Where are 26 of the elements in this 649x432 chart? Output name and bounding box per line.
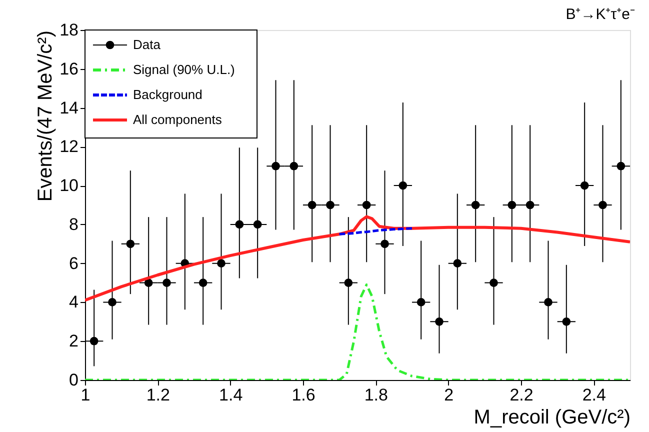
x-tick-label: 1.8 [364,386,388,404]
x-tick-label: 2.2 [510,386,534,404]
legend-label: Background [133,87,202,102]
y-axis-title: Events/(47 MeV/c²) [34,30,57,202]
y-tick-label: 4 [69,292,78,312]
y-tick-label: 16 [60,59,78,78]
legend-label: Data [133,37,162,52]
chart-title: B⁺→K⁺τ⁺e⁻ [566,6,635,23]
y-tick-label: 10 [60,176,78,196]
legend-label: Signal (90% U.L.) [133,62,235,77]
y-tick-label: 18 [60,20,78,40]
y-tick-label: 0 [69,370,78,390]
y-tick-label: 2 [69,332,78,351]
x-tick-label: 2 [444,386,454,404]
x-tick-label: 1.2 [146,386,170,404]
y-tick-label: 6 [69,254,78,273]
x-axis-title: M_recoil (GeV/c²) [474,406,630,428]
x-tick-label: 1.6 [292,386,316,404]
line-series [85,215,630,302]
x-tick-label: 2.4 [582,386,606,404]
y-tick-label: 12 [60,137,78,156]
y-tick-label: 8 [69,214,78,234]
x-tick-label: 1 [80,386,90,404]
x-tick-label: 1.4 [219,386,243,404]
y-tick-label: 14 [60,98,78,118]
legend-label: All components [133,112,222,127]
